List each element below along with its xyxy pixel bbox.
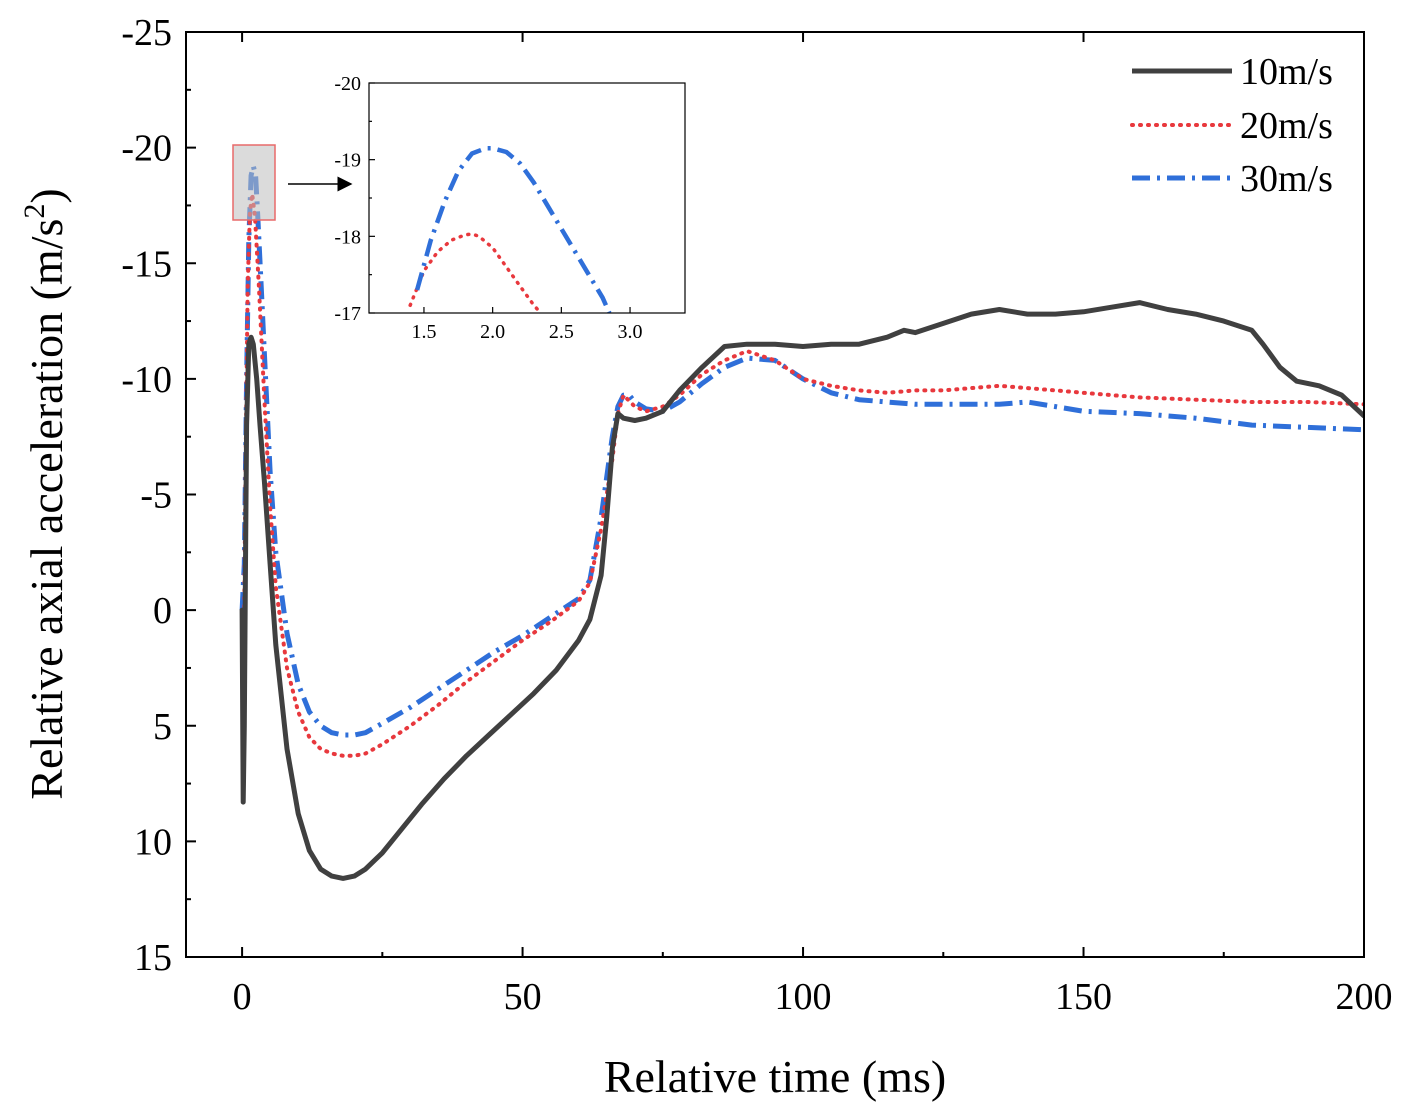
main-series-group <box>239 163 1364 881</box>
legend-label-10ms: 10m/s <box>1240 51 1333 93</box>
inset-series-line-20m-s <box>408 232 543 313</box>
inset-y-tick-label: -20 <box>334 73 361 95</box>
legend: 10m/s 20m/s 30m/s <box>1130 51 1333 200</box>
series-line-20m-s <box>240 191 1364 758</box>
y-axis-title-superscript: 2 <box>18 204 51 219</box>
x-tick-label: 0 <box>233 976 252 1018</box>
inset-background <box>369 83 685 313</box>
series-line-10m-s <box>239 300 1364 881</box>
y-tick-label: -5 <box>140 475 172 517</box>
inset-x-tick-label: 2.0 <box>480 321 505 343</box>
y-tick-label: -10 <box>121 359 172 401</box>
x-tick-label: 100 <box>775 976 832 1018</box>
main-axes-ticks: 0 50 100 150 200 -25 -20 -15 -10 -5 0 5 10 15 <box>121 12 1392 1018</box>
inset-axes-ticks: 1.5 2.0 2.5 3.0 -20 -19 -18 -17 <box>334 73 642 343</box>
inset-x-tick-label: 1.5 <box>411 321 436 343</box>
inset-x-tick-label: 3.0 <box>618 321 643 343</box>
y-tick-label: 5 <box>153 706 172 748</box>
y-tick-label: 0 <box>153 590 172 632</box>
y-tick-label: 15 <box>134 937 172 979</box>
x-tick-label: 150 <box>1055 976 1112 1018</box>
y-tick-label: -15 <box>121 243 172 285</box>
series-line-30m-s <box>239 163 1364 738</box>
inset-series-line-30m-s <box>414 145 612 313</box>
inset-frame <box>368 82 686 314</box>
x-axis-title: Relative time (ms) <box>604 1051 946 1102</box>
legend-label-30ms: 30m/s <box>1240 158 1333 200</box>
inset-series-group <box>408 145 612 313</box>
y-tick-label: -25 <box>121 12 172 54</box>
x-tick-label: 200 <box>1336 976 1393 1018</box>
y-axis-title: Relative axial acceleration (m/s2) <box>18 188 72 799</box>
x-tick-label: 50 <box>504 976 542 1018</box>
y-tick-label: 10 <box>134 821 172 863</box>
inset-x-tick-label: 2.5 <box>549 321 574 343</box>
inset-y-tick-label: -19 <box>334 150 361 172</box>
y-axis-title-close: ) <box>21 188 72 203</box>
inset-y-tick-label: -18 <box>334 226 361 248</box>
legend-label-20ms: 20m/s <box>1240 105 1333 147</box>
inset-y-tick-label: -17 <box>334 303 361 325</box>
y-axis-title-main: Relative axial acceleration (m/s <box>21 219 72 800</box>
y-tick-label: -20 <box>121 128 172 170</box>
zoom-highlight-box <box>232 144 276 221</box>
plot-frame <box>185 31 1365 958</box>
